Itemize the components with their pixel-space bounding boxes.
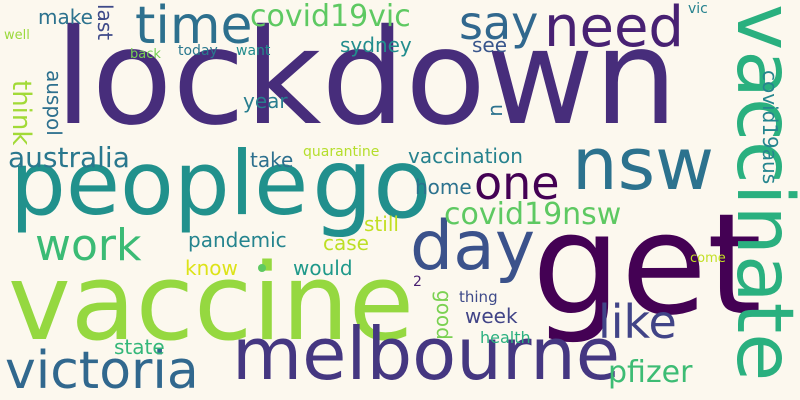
- word-day: day: [410, 207, 536, 286]
- word-well: well: [4, 28, 30, 43]
- word-week: week: [465, 304, 518, 328]
- word-work: work: [35, 220, 142, 271]
- word-vaccine: vaccine: [8, 241, 415, 364]
- word-good: good: [432, 290, 456, 340]
- word-australia: australia: [8, 141, 130, 174]
- word-lockdown: lockdown: [55, 1, 678, 155]
- word-auspol: auspol: [42, 70, 66, 136]
- word-back: back: [130, 47, 161, 62]
- word-melbourne: melbourne: [232, 312, 621, 396]
- word-quarantine: quarantine: [303, 144, 380, 160]
- word-home: home: [415, 175, 472, 199]
- word-think: think: [6, 80, 36, 146]
- word-make: make: [38, 5, 93, 29]
- word-health: health: [480, 328, 531, 347]
- word-go: go: [312, 128, 432, 240]
- word-last: last: [93, 4, 117, 41]
- dot-mark: [258, 264, 266, 272]
- word-sydney: sydney: [340, 33, 412, 57]
- word-come: come: [690, 251, 726, 266]
- word-still: still: [364, 212, 399, 236]
- word-people: people: [10, 132, 309, 235]
- word-time: time: [135, 0, 253, 56]
- word-2: 2: [413, 274, 422, 290]
- word-case: case: [323, 231, 369, 255]
- word-one: one: [474, 156, 560, 210]
- word-victoria: victoria: [5, 341, 199, 400]
- word-today: today: [178, 43, 218, 59]
- word-u: u: [486, 104, 510, 117]
- word-see: see: [472, 33, 508, 57]
- word-know: know: [185, 256, 238, 280]
- word-year: year: [243, 89, 288, 113]
- word-say: say: [459, 0, 539, 50]
- word-like: like: [598, 295, 677, 349]
- word-need: need: [544, 0, 684, 60]
- word-want: want: [236, 43, 271, 59]
- word-nsw: nsw: [572, 122, 715, 206]
- word-pfizer: pfizer: [608, 355, 693, 390]
- word-get: get: [532, 184, 762, 347]
- word-vic: vic: [688, 1, 708, 17]
- word-covid19aus: covid19aus: [758, 70, 782, 185]
- word-pandemic: pandemic: [188, 228, 287, 252]
- word-thing: thing: [459, 288, 498, 306]
- word-vaccinate: vaccinate: [719, 4, 800, 382]
- word-covid19nsw: covid19nsw: [444, 197, 622, 232]
- word-take: take: [250, 148, 294, 172]
- word-state: state: [114, 335, 165, 359]
- word-vaccination: vaccination: [408, 144, 523, 168]
- word-covid19vic: covid19vic: [250, 0, 411, 34]
- word-would: would: [293, 256, 353, 280]
